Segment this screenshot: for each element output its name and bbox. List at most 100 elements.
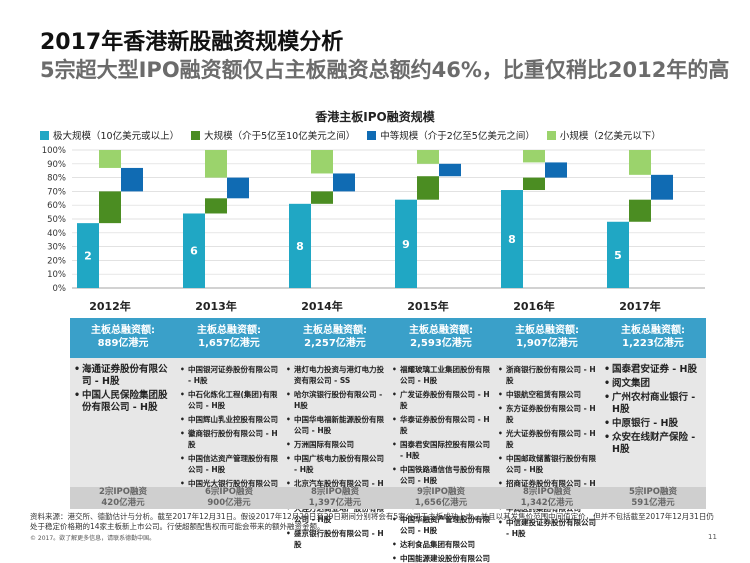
page-title: 2017年香港新股融资规模分析 xyxy=(40,30,344,55)
bar-data-label: 8 xyxy=(508,233,516,246)
bar-segment xyxy=(395,199,417,288)
panel-company-list: 国泰君安证券 - H股阅文集团广州农村商业银行 - H股中原银行 - H股众安在… xyxy=(600,358,706,456)
list-item: 中国信达资产管理股份有限公司 - H股 xyxy=(180,453,278,475)
bar-data-label: 9 xyxy=(402,238,410,251)
y-tick-label: 0% xyxy=(53,284,67,294)
list-item: 哈尔滨银行股份有限公司 - H股 xyxy=(286,389,384,411)
list-item: 达利食品集团有限公司 xyxy=(392,539,490,550)
x-tick-label: 2015年 xyxy=(407,299,449,313)
bar-segment xyxy=(501,190,523,288)
y-tick-label: 40% xyxy=(47,229,66,239)
panel-footer: 2宗IPO融资 420亿港元 xyxy=(70,487,176,509)
list-item: 众安在线财产保险 - H股 xyxy=(604,432,702,456)
panel-footer: 6宗IPO融资 900亿港元 xyxy=(176,487,282,509)
list-item: 国泰君安国际控股有限公司 - H股 xyxy=(392,439,490,461)
panel-footer-amount: 1,342亿港元 xyxy=(520,498,574,508)
list-item: 广发证券股份有限公司 - H股 xyxy=(392,389,490,411)
panel-header-label: 主板总融资额: xyxy=(197,325,261,336)
panel-header-label: 主板总融资额: xyxy=(515,325,579,336)
list-item: 东方证券股份有限公司 - H股 xyxy=(498,403,596,425)
list-item: 中国人民保险集团股份有限公司 - H股 xyxy=(74,390,172,414)
bar-segment xyxy=(651,174,673,200)
chart-legend: 极大规模（10亿美元或以上） 大规模（介于5亿至10亿美元之间） 中等规模（介于… xyxy=(40,128,750,142)
panel-header-value: 1,223亿港元 xyxy=(622,338,684,349)
panel-footer: 8宗IPO融资 1,342亿港元 xyxy=(494,487,600,509)
y-tick-label: 10% xyxy=(47,270,66,280)
page-number: 11 xyxy=(708,533,717,541)
legend-swatch-medium xyxy=(367,130,377,140)
x-tick-label: 2017年 xyxy=(619,299,661,313)
bar-segment xyxy=(99,150,121,168)
bar-segment xyxy=(607,221,629,288)
x-tick-label: 2016年 xyxy=(513,299,555,313)
bar-segment xyxy=(417,176,439,200)
list-item: 盛京银行股份有限公司 - H股 xyxy=(286,528,384,550)
list-item: 万洲国际有限公司 xyxy=(286,439,384,450)
panel-header-label: 主板总融资额: xyxy=(303,325,367,336)
panel-company-list: 港灯电力投资与港灯电力投资有限公司 - SS 哈尔滨银行股份有限公司 - H股中国… xyxy=(282,358,388,550)
panel-header-value: 2,593亿港元 xyxy=(410,338,472,349)
panel-footer-count: 8宗IPO融资 xyxy=(522,487,572,497)
legend-item-small: 小规模（2亿美元以下） xyxy=(546,128,661,142)
y-tick-label: 90% xyxy=(47,160,66,170)
panel-header-label: 主板总融资额: xyxy=(409,325,473,336)
panel-footer-amount: 591亿港元 xyxy=(631,498,675,508)
x-tick-label: 2014年 xyxy=(301,299,343,313)
legend-item-medium: 中等规模（介于2亿至5亿美元之间） xyxy=(367,128,535,142)
bar-data-label: 2 xyxy=(84,250,92,263)
bar-segment xyxy=(523,177,545,191)
legend-label-large: 大规模（介于5亿至10亿美元之间） xyxy=(204,131,356,142)
list-item: 华泰证券股份有限公司 - H股 xyxy=(392,414,490,436)
panel-header-value: 889亿港元 xyxy=(97,338,149,349)
legend-item-very-large: 极大规模（10亿美元或以上） xyxy=(40,128,179,142)
panel-header: 主板总融资额: 1,657亿港元 xyxy=(176,318,282,358)
y-tick-label: 30% xyxy=(47,243,66,253)
y-tick-label: 80% xyxy=(47,174,66,184)
legend-swatch-small xyxy=(546,130,556,140)
financing-panel: 主板总融资额: 889亿港元海通证券股份有限公司 - H股中国人民保险集团股份有限… xyxy=(70,318,176,509)
panel-header: 主板总融资额: 1,223亿港元 xyxy=(600,318,706,358)
bar-segment xyxy=(205,150,227,178)
legend-swatch-large xyxy=(191,130,201,140)
panel-header-value: 1,907亿港元 xyxy=(516,338,578,349)
bar-segment xyxy=(121,167,143,192)
panel-footer-amount: 900亿港元 xyxy=(207,498,251,508)
legend-swatch-very-large xyxy=(40,130,49,140)
list-item: 中国银河证券股份有限公司 - H股 xyxy=(180,364,278,386)
list-item: 阅文集团 xyxy=(604,378,702,390)
panel-footer: 5宗IPO融资 591亿港元 xyxy=(600,487,706,509)
list-item: 广州农村商业银行 - H股 xyxy=(604,392,702,416)
list-item: 浙商银行股份有限公司 - H股 xyxy=(498,364,596,386)
bar-segment xyxy=(99,191,121,224)
bar-segment xyxy=(417,150,439,164)
panel-header-label: 主板总融资额: xyxy=(91,325,155,336)
bar-segment xyxy=(545,162,567,178)
panel-footer: 8宗IPO融资 1,397亿港元 xyxy=(282,487,388,509)
page-subtitle: 5宗超大型IPO融资额仅占主板融资总额约46%，比重仅稍比2012年的高 xyxy=(40,58,730,82)
panel-company-list: 海通证券股份有限公司 - H股中国人民保险集团股份有限公司 - H股 xyxy=(70,358,176,414)
legend-item-large: 大规模（介于5亿至10亿美元之间） xyxy=(191,128,355,142)
list-item: 徽商银行股份有限公司 - H股 xyxy=(180,428,278,450)
bar-segment xyxy=(227,177,249,199)
panel-header: 主板总融资额: 2,593亿港元 xyxy=(388,318,494,358)
y-tick-label: 100% xyxy=(42,146,66,156)
legend-label-very-large: 极大规模（10亿美元或以上） xyxy=(53,131,180,142)
panel-footer: 9宗IPO融资 1,656亿港元 xyxy=(388,487,494,509)
panel-footer-count: 9宗IPO融资 xyxy=(416,487,466,497)
bar-segment xyxy=(77,223,99,288)
y-tick-label: 70% xyxy=(47,187,66,197)
list-item: 中原银行 - H股 xyxy=(604,418,702,430)
panel-footer-count: 8宗IPO融资 xyxy=(310,487,360,497)
bar-segment xyxy=(629,150,651,175)
bar-segment xyxy=(205,198,227,214)
panel-company-list: 福耀玻璃工业集团股份有限公司 - H股广发证券股份有限公司 - H股华泰证券股份… xyxy=(388,358,494,563)
stacked-bar-chart: 0% 10% 20% 30% 40% 50% 60% 70% 80% 90% 100% 2 2012年 6… xyxy=(42,146,705,313)
list-item: 港灯电力投资与港灯电力投资有限公司 - SS xyxy=(286,364,384,386)
bar-segment xyxy=(289,203,311,288)
list-item: 中国能源建设股份有限公司 - H股 xyxy=(392,553,490,563)
panel-header: 主板总融资额: 2,257亿港元 xyxy=(282,318,388,358)
list-item: 中石化炼化工程(集团)有限公司 - H股 xyxy=(180,389,278,411)
panel-header-value: 1,657亿港元 xyxy=(198,338,260,349)
list-item: 海通证券股份有限公司 - H股 xyxy=(74,364,172,388)
x-tick-label: 2013年 xyxy=(195,299,237,313)
